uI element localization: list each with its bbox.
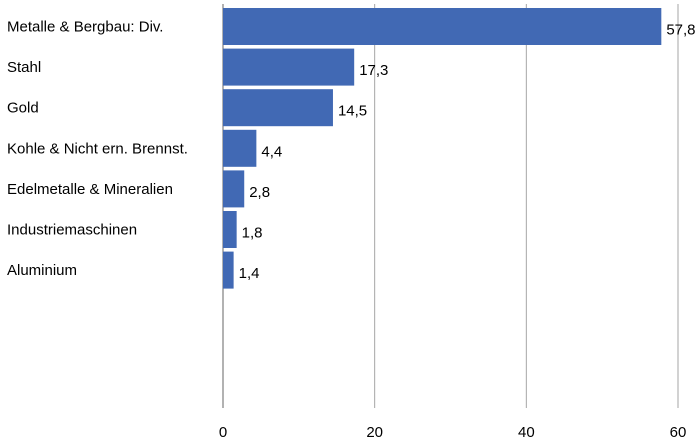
category-label: Kohle & Nicht ern. Brennst. [7,140,188,157]
bar [223,251,234,289]
value-label: 17,3 [359,62,388,79]
x-tick-label: 60 [670,424,687,441]
bar [223,129,257,167]
value-label: 2,8 [249,184,270,201]
x-tick-label: 20 [366,424,383,441]
category-label: Metalle & Bergbau: Div. [7,19,163,36]
x-tick-label: 40 [518,424,535,441]
category-labels: Metalle & Bergbau: Div. Stahl Gold Kohle & … [7,19,188,280]
bar [223,8,662,45]
x-tick-label: 0 [219,424,227,441]
value-label: 4,4 [261,143,282,160]
category-label: Industriemaschinen [7,222,137,239]
value-label: 1,8 [242,225,263,242]
category-label: Stahl [7,59,41,76]
bar [223,211,237,248]
bar [223,48,355,86]
category-label: Edelmetalle & Mineralien [7,181,173,198]
category-label: Aluminium [7,262,77,279]
value-label: 14,5 [338,103,367,120]
value-labels: 57,8 17,3 14,5 4,4 2,8 1,8 1,4 [239,22,696,283]
bar [223,89,333,127]
category-label: Gold [7,100,39,117]
bars [223,8,662,289]
bar [223,170,245,208]
value-label: 57,8 [666,22,695,39]
value-label: 1,4 [239,265,260,282]
x-axis-tick-labels: 0 20 40 60 [219,424,687,441]
